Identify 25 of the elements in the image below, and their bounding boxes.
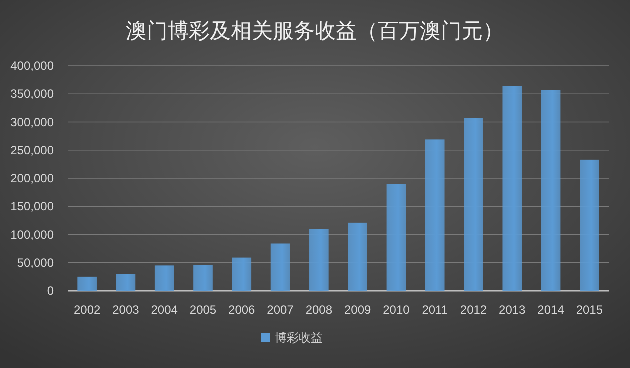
x-tick-label: 2007 — [267, 303, 294, 317]
y-tick-label: 50,000 — [17, 256, 54, 270]
title: 澳门博彩及相关服务收益（百万澳门元） — [126, 20, 504, 43]
y-tick-label: 0 — [47, 284, 54, 298]
x-tick-label: 2002 — [74, 303, 101, 317]
y-tick-label: 200,000 — [10, 172, 54, 186]
x-tick-label: 2006 — [228, 303, 256, 317]
y-tick-label: 100,000 — [10, 228, 54, 242]
x-tick-label: 2009 — [344, 303, 372, 317]
y-tick-label: 350,000 — [10, 87, 54, 102]
x-tick-label: 2014 — [538, 303, 565, 317]
y-tick-label: 400,000 — [10, 59, 54, 73]
x-tick-label: 2008 — [306, 303, 333, 317]
legend-label: 博彩收益 — [275, 331, 323, 345]
x-tick-label: 2004 — [151, 303, 178, 317]
x-tick-label: 2003 — [112, 303, 140, 317]
y-tick-label: 250,000 — [10, 143, 54, 158]
x-tick-label: 2010 — [383, 303, 410, 317]
y-tick-label: 150,000 — [10, 200, 54, 214]
x-tick-label: 2015 — [576, 303, 604, 317]
y-tick-label: 300,000 — [10, 115, 54, 130]
x-tick-label: 2005 — [190, 303, 217, 317]
x-tick-label: 2011 — [422, 303, 448, 317]
x-tick-label: 2012 — [460, 303, 488, 317]
x-tick-label: 2013 — [499, 303, 526, 317]
